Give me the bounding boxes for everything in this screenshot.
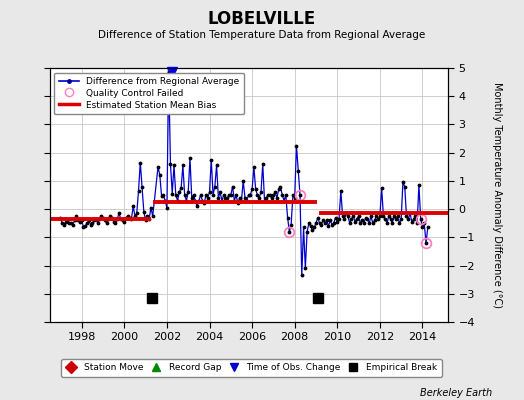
Text: Berkeley Earth: Berkeley Earth [420,388,493,398]
Legend: Difference from Regional Average, Quality Control Failed, Estimated Station Mean: Difference from Regional Average, Qualit… [54,72,244,114]
Y-axis label: Monthly Temperature Anomaly Difference (°C): Monthly Temperature Anomaly Difference (… [492,82,501,308]
Text: Difference of Station Temperature Data from Regional Average: Difference of Station Temperature Data f… [99,30,425,40]
Text: LOBELVILLE: LOBELVILLE [208,10,316,28]
Legend: Station Move, Record Gap, Time of Obs. Change, Empirical Break: Station Move, Record Gap, Time of Obs. C… [61,359,442,377]
